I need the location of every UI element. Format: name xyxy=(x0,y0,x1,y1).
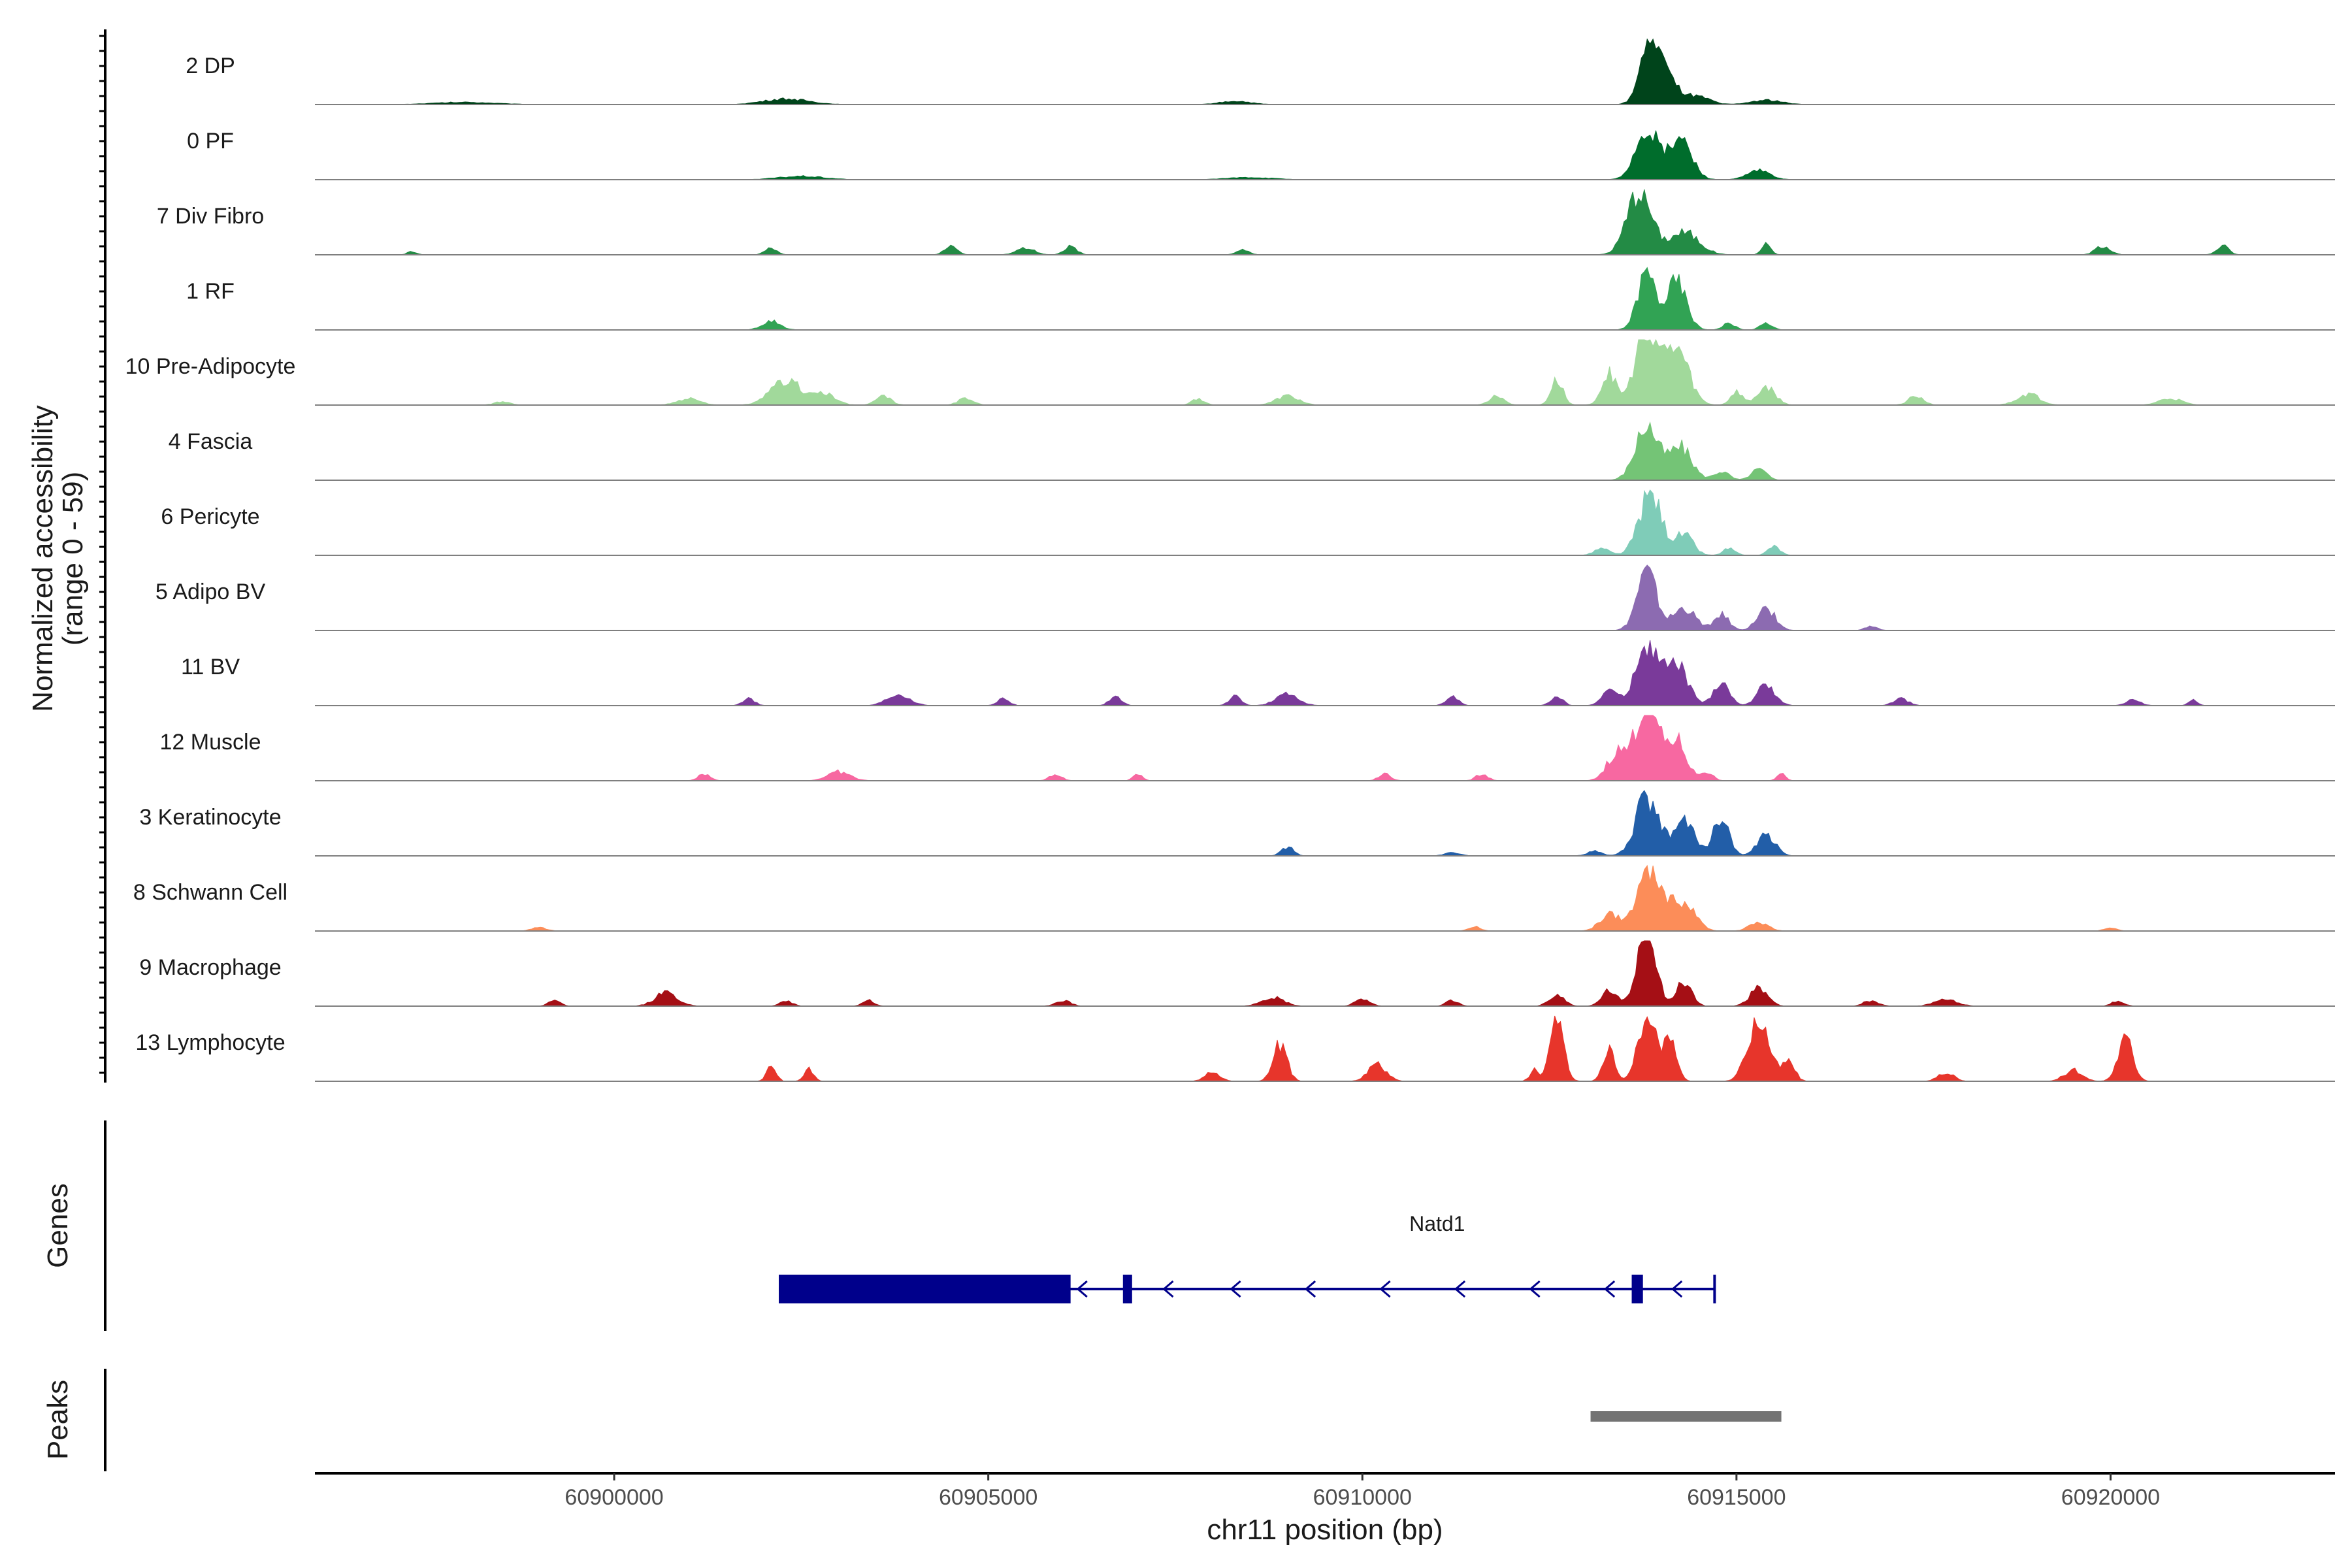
gene-model: Natd1 xyxy=(779,1212,1716,1303)
peaks-panel-label: Peaks xyxy=(42,1380,74,1460)
track-label: 13 Lymphocyte xyxy=(135,1030,285,1055)
track-coverage-area xyxy=(315,790,2335,857)
track-11: 3 Keratinocyte xyxy=(139,790,2335,857)
track-coverage-area xyxy=(315,715,2335,781)
track-coverage-area xyxy=(315,189,2335,255)
track-label: 0 PF xyxy=(187,129,234,154)
gene-strand-arrow xyxy=(1454,1280,1466,1298)
coverage-tracks: 2 DP 0 PF 7 Div Fibro 1 RF 10 Pre-Adipocyte 4… xyxy=(125,38,2335,1082)
track-coverage-area xyxy=(315,640,2335,706)
track-coverage-area xyxy=(315,267,2335,331)
coverage-y-ticks xyxy=(99,35,105,1074)
gene-strand-arrow xyxy=(1671,1280,1683,1298)
x-tick-label: 60915000 xyxy=(1687,1485,1786,1510)
track-label: 2 DP xyxy=(186,54,235,78)
gene-strand-arrow xyxy=(1379,1280,1391,1298)
gene-strand-arrow xyxy=(1304,1280,1316,1298)
gene-name-label: Natd1 xyxy=(1409,1212,1465,1235)
track-14: 13 Lymphocyte xyxy=(135,1015,2335,1082)
track-5: 10 Pre-Adipocyte xyxy=(125,338,2335,406)
track-4: 1 RF xyxy=(186,267,2335,331)
track-label: 4 Fascia xyxy=(169,429,253,454)
track-1: 2 DP xyxy=(186,38,2335,105)
track-coverage-area xyxy=(315,1015,2335,1082)
track-8: 5 Adipo BV xyxy=(155,564,2335,631)
track-coverage-area xyxy=(315,864,2335,932)
track-label: 3 Keratinocyte xyxy=(139,805,281,830)
x-axis-ticks: 60900000 60905000 60910000 60915000 60920000 xyxy=(564,1473,2160,1510)
gene-exon xyxy=(1713,1275,1716,1303)
track-label: 8 Schwann Cell xyxy=(133,880,287,905)
y-axis-title-line2: (range 0 - 59) xyxy=(57,472,89,646)
track-label: 5 Adipo BV xyxy=(155,580,266,604)
peak-regions xyxy=(1590,1411,1782,1422)
track-7: 6 Pericyte xyxy=(161,489,2335,556)
x-tick-label: 60900000 xyxy=(564,1485,663,1510)
track-label: 7 Div Fibro xyxy=(157,204,264,229)
gene-strand-arrow xyxy=(1162,1280,1174,1298)
track-2: 0 PF xyxy=(187,129,2335,180)
peak-region-bar xyxy=(1590,1411,1782,1422)
x-tick-label: 60920000 xyxy=(2061,1485,2160,1510)
x-tick-label: 60905000 xyxy=(939,1485,1037,1510)
gene-strand-arrow xyxy=(1230,1280,1241,1298)
track-label: 9 Macrophage xyxy=(139,955,281,980)
track-label: 12 Muscle xyxy=(160,730,261,755)
track-coverage-area xyxy=(315,38,2335,105)
track-10: 12 Muscle xyxy=(160,715,2335,781)
gene-exon xyxy=(779,1275,1071,1303)
y-axis-title-line1: Normalized accessibility xyxy=(27,405,59,711)
track-12: 8 Schwann Cell xyxy=(133,864,2335,932)
gene-exon xyxy=(1631,1275,1643,1303)
genes-panel-label: Genes xyxy=(42,1183,74,1268)
track-9: 11 BV xyxy=(181,640,2335,706)
gene-strand-arrow xyxy=(1529,1280,1541,1298)
gene-exon xyxy=(1122,1275,1132,1303)
x-tick-label: 60910000 xyxy=(1313,1485,1412,1510)
track-coverage-area xyxy=(315,130,2335,180)
track-label: 11 BV xyxy=(181,655,240,679)
track-3: 7 Div Fibro xyxy=(157,189,2335,255)
track-coverage-area xyxy=(315,338,2335,406)
track-6: 4 Fascia xyxy=(169,421,2335,481)
track-13: 9 Macrophage xyxy=(139,940,2335,1007)
track-coverage-area xyxy=(315,564,2335,631)
track-label: 10 Pre-Adipocyte xyxy=(125,354,296,379)
x-axis-title: chr11 position (bp) xyxy=(1207,1514,1443,1546)
track-label: 1 RF xyxy=(186,279,235,304)
track-coverage-area xyxy=(315,489,2335,556)
track-label: 6 Pericyte xyxy=(161,504,259,529)
gene-strand-arrow xyxy=(1076,1280,1088,1298)
gene-strand-arrow xyxy=(1603,1280,1616,1298)
track-coverage-area xyxy=(315,940,2335,1007)
track-coverage-area xyxy=(315,421,2335,481)
